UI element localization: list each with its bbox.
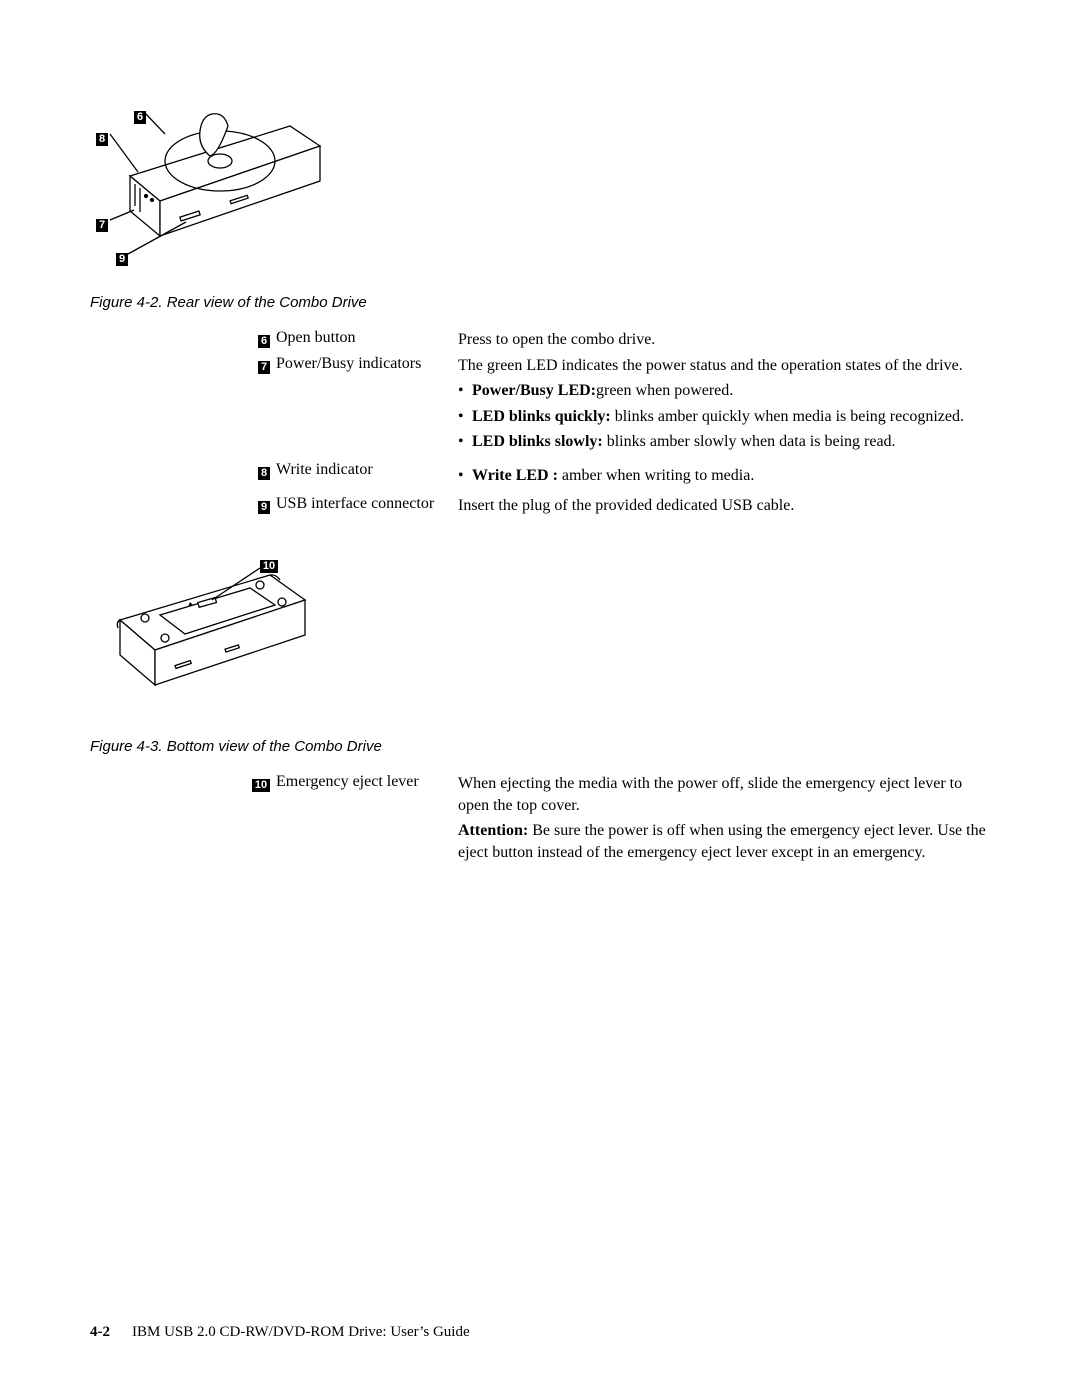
callout-6: 6 — [134, 111, 146, 124]
row-label: Power/Busy indicators — [276, 355, 458, 461]
row-description: Press to open the combo drive. — [458, 329, 990, 355]
row-description: The green LED indicates the power status… — [458, 355, 990, 461]
callout-10: 10 — [260, 560, 278, 573]
table-row: 7 Power/Busy indicatorsThe green LED indi… — [250, 355, 990, 461]
page-number: 4-2 — [90, 1324, 110, 1340]
row-label: Emergency eject lever — [276, 773, 458, 871]
row-label: Write indicator — [276, 461, 458, 495]
figure-rear-view: 6 8 7 9 Figure 4-2. Rear view of the Com… — [90, 106, 990, 311]
callout-number-cell: 9 — [250, 495, 276, 521]
callout-number-cell: 10 — [250, 773, 276, 871]
table-row: 6 Open buttonPress to open the combo driv… — [250, 329, 990, 355]
row-description: Write LED : amber when writing to media. — [458, 461, 990, 495]
row-description: Insert the plug of the provided dedicate… — [458, 495, 990, 521]
figure-bottom-caption: Figure 4-3. Bottom view of the Combo Dri… — [90, 738, 990, 755]
callout-9: 9 — [116, 253, 128, 266]
callout-number: 9 — [258, 501, 270, 514]
callout-number: 6 — [258, 335, 270, 348]
row-label: Open button — [276, 329, 458, 355]
figure-bottom-svg: 10 — [90, 560, 990, 730]
page-footer: 4-2 IBM USB 2.0 CD-RW/DVD-ROM Drive: User… — [90, 1324, 470, 1341]
callout-number-cell: 6 — [250, 329, 276, 355]
definitions-table-1: 6 Open buttonPress to open the combo driv… — [250, 329, 990, 520]
row-description: When ejecting the media with the power o… — [458, 773, 990, 871]
callout-number-cell: 7 — [250, 355, 276, 461]
callout-number-cell: 8 — [250, 461, 276, 495]
callout-8: 8 — [96, 133, 108, 146]
footer-title: IBM USB 2.0 CD-RW/DVD-ROM Drive: User’s … — [132, 1324, 470, 1340]
callout-number: 10 — [252, 779, 270, 792]
definitions-table-2: 10 Emergency eject leverWhen ejecting the… — [250, 773, 990, 871]
figure-bottom-view: 10 Figure 4-3. Bottom view of the Combo … — [90, 560, 990, 755]
table-row: 9 USB interface connectorInsert the plug … — [250, 495, 990, 521]
figure-rear-svg: 6 8 7 9 — [90, 106, 990, 286]
callout-7: 7 — [96, 219, 108, 232]
table-row: 10 Emergency eject leverWhen ejecting the… — [250, 773, 990, 871]
page: 6 8 7 9 Figure 4-2. Rear view of the Com… — [0, 0, 1080, 1397]
row-label: USB interface connector — [276, 495, 458, 521]
figure-rear-caption: Figure 4-2. Rear view of the Combo Drive — [90, 294, 990, 311]
callout-number: 7 — [258, 361, 270, 374]
table-row: 8 Write indicatorWrite LED : amber when w… — [250, 461, 990, 495]
callout-number: 8 — [258, 467, 270, 480]
